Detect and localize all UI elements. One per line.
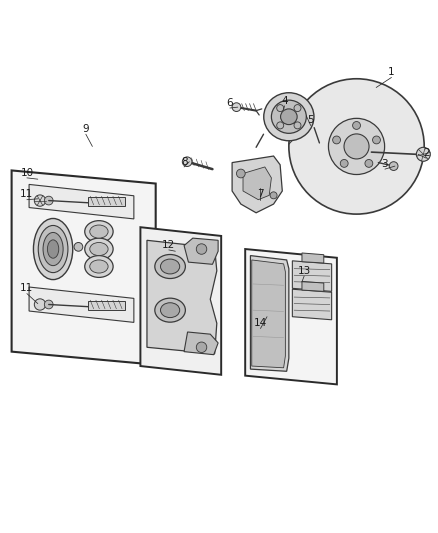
Text: 8: 8 [181, 157, 187, 167]
Polygon shape [302, 253, 324, 263]
Circle shape [340, 159, 348, 167]
Text: 13: 13 [297, 266, 311, 276]
Circle shape [196, 342, 207, 352]
Circle shape [277, 104, 284, 111]
Circle shape [289, 79, 424, 214]
Polygon shape [292, 261, 332, 292]
Circle shape [74, 243, 83, 251]
Ellipse shape [155, 298, 185, 322]
Circle shape [328, 118, 385, 174]
Ellipse shape [47, 240, 59, 258]
Circle shape [344, 134, 369, 159]
Polygon shape [12, 171, 155, 365]
Text: 7: 7 [257, 189, 264, 199]
Circle shape [44, 300, 53, 309]
Polygon shape [251, 256, 289, 372]
Polygon shape [245, 249, 337, 384]
Circle shape [34, 195, 46, 206]
Text: 14: 14 [254, 318, 267, 328]
Circle shape [196, 244, 207, 254]
Ellipse shape [85, 238, 113, 260]
Text: 2: 2 [423, 148, 430, 158]
Polygon shape [147, 240, 217, 354]
FancyBboxPatch shape [88, 197, 125, 206]
Ellipse shape [38, 225, 68, 272]
Text: 4: 4 [281, 95, 288, 106]
Ellipse shape [160, 259, 180, 274]
Ellipse shape [33, 219, 73, 280]
Ellipse shape [264, 93, 314, 141]
Polygon shape [29, 287, 134, 322]
Circle shape [277, 122, 284, 129]
Text: 12: 12 [162, 240, 175, 249]
Circle shape [34, 299, 46, 310]
Circle shape [44, 196, 53, 205]
Polygon shape [292, 289, 332, 320]
Circle shape [332, 136, 340, 144]
Polygon shape [184, 332, 218, 354]
Polygon shape [252, 260, 286, 368]
Ellipse shape [281, 109, 297, 125]
Circle shape [365, 159, 373, 167]
Polygon shape [184, 238, 218, 264]
Circle shape [353, 122, 360, 130]
Ellipse shape [85, 256, 113, 277]
Ellipse shape [85, 221, 113, 243]
Polygon shape [302, 281, 324, 292]
Text: 5: 5 [307, 115, 314, 125]
Text: 10: 10 [20, 168, 33, 177]
Circle shape [270, 192, 277, 199]
Text: 11: 11 [20, 189, 34, 199]
Circle shape [294, 122, 301, 129]
Polygon shape [141, 227, 221, 375]
Circle shape [389, 161, 398, 171]
Polygon shape [232, 156, 283, 213]
Text: 3: 3 [381, 159, 388, 169]
Ellipse shape [90, 243, 108, 256]
Circle shape [232, 103, 241, 111]
Text: 6: 6 [226, 98, 233, 108]
Ellipse shape [160, 303, 180, 318]
Ellipse shape [90, 225, 108, 238]
Ellipse shape [155, 254, 185, 279]
Text: 1: 1 [388, 67, 395, 77]
Text: 9: 9 [82, 124, 89, 134]
Polygon shape [29, 184, 134, 219]
Circle shape [417, 147, 430, 161]
Ellipse shape [272, 100, 306, 133]
Ellipse shape [90, 260, 108, 273]
FancyBboxPatch shape [88, 301, 125, 310]
Circle shape [237, 169, 245, 178]
Polygon shape [243, 167, 272, 200]
Text: 11: 11 [20, 284, 34, 293]
Circle shape [294, 104, 301, 111]
Circle shape [373, 136, 381, 144]
Ellipse shape [43, 232, 63, 265]
Circle shape [182, 157, 192, 166]
